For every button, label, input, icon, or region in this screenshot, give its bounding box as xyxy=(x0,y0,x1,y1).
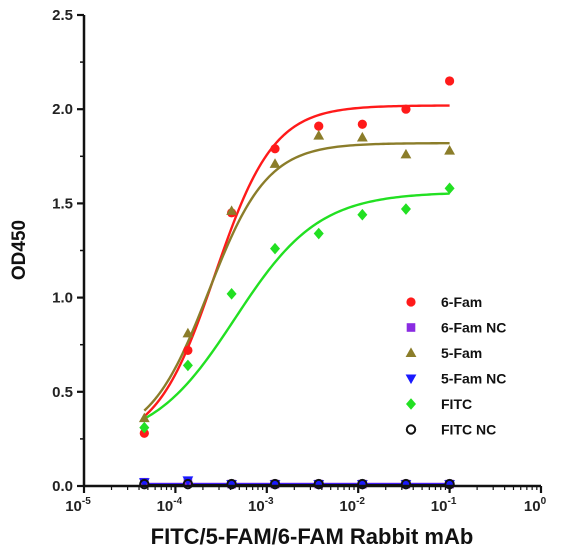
data-point-5-fam xyxy=(226,205,238,215)
y-tick-label: 2.5 xyxy=(52,7,73,24)
legend-label-fitc: FITC xyxy=(441,396,472,412)
data-point-fitc xyxy=(182,359,193,372)
legend-label-fitc-nc: FITC NC xyxy=(441,422,496,438)
legend-marker-5-fam-nc xyxy=(405,374,417,385)
data-points xyxy=(138,76,455,490)
y-axis-title: OD450 xyxy=(9,220,30,280)
x-tick-label: 100 xyxy=(524,496,547,515)
legend-marker-6-fam xyxy=(406,297,416,307)
fit-curve-6-fam xyxy=(143,104,450,418)
data-point-fitc-nc xyxy=(400,478,412,490)
data-point-6-fam xyxy=(270,144,280,154)
x-axis-title: FITC/5-FAM/6-FAM Rabbit mAb xyxy=(151,524,474,549)
y-tick-label: 0.0 xyxy=(52,478,73,495)
data-point-5-fam xyxy=(400,148,412,159)
y-ticks: 0.0 0.5 1.0 1.5 2.0 2.5 xyxy=(52,7,84,495)
data-point-fitc-nc xyxy=(226,478,237,490)
data-point-fitc xyxy=(270,242,281,255)
fit-curve-5-fam xyxy=(143,141,450,412)
data-point-5-fam xyxy=(444,145,455,155)
fit-curves xyxy=(143,104,450,420)
legend-label-5-fam-nc: 5-Fam NC xyxy=(441,371,506,387)
y-tick-label: 1.5 xyxy=(52,195,73,212)
legend-label-6-fam-nc: 6-Fam NC xyxy=(441,320,506,336)
axes xyxy=(82,15,541,488)
data-point-5-fam xyxy=(182,327,194,338)
data-point-6-fam xyxy=(357,119,367,129)
legend-marker-fitc xyxy=(406,398,416,410)
data-point-fitc-nc xyxy=(182,478,194,490)
y-tick-label: 2.0 xyxy=(52,101,73,118)
legend-label-6-fam: 6-Fam xyxy=(441,294,482,310)
data-point-fitc xyxy=(400,203,411,215)
x-tick-label: 10-4 xyxy=(157,496,183,515)
data-point-6-fam xyxy=(445,76,455,86)
y-tick-label: 0.5 xyxy=(52,384,73,401)
data-point-fitc xyxy=(226,288,237,300)
data-point-fitc xyxy=(444,182,455,195)
data-point-6-fam xyxy=(183,345,193,355)
data-point-fitc xyxy=(357,208,368,221)
data-point-fitc-nc xyxy=(357,478,368,490)
x-ticks: 10-5 10-4 10-3 10-2 10-1 100 xyxy=(65,486,547,515)
data-point-fitc-nc xyxy=(313,478,324,490)
data-point-fitc xyxy=(313,227,324,240)
x-tick-label: 10-5 xyxy=(65,496,91,515)
data-point-5-fam-nc xyxy=(182,476,194,486)
data-point-5-fam xyxy=(356,131,368,142)
data-point-6-fam xyxy=(401,104,411,114)
data-point-5-fam xyxy=(269,158,281,168)
legend-marker-fitc-nc xyxy=(405,424,417,435)
legend: 6-Fam 6-Fam NC 5-Fam 5-Fam NC FITC FITC NC xyxy=(405,294,506,438)
legend-marker-5-fam xyxy=(405,347,417,357)
fit-curve-fitc xyxy=(143,192,450,420)
x-tick-label: 10-2 xyxy=(339,496,365,515)
legend-label-5-fam: 5-Fam xyxy=(441,345,482,361)
x-tick-label: 10-1 xyxy=(431,496,457,515)
data-point-fitc xyxy=(139,421,150,434)
data-point-5-fam xyxy=(313,129,325,140)
data-point-fitc-nc xyxy=(139,478,150,490)
data-point-5-fam xyxy=(138,412,150,423)
legend-marker-6-fam-nc xyxy=(406,323,416,332)
x-tick-label: 10-3 xyxy=(248,496,274,515)
data-point-6-fam xyxy=(314,121,324,131)
data-point-fitc-nc xyxy=(269,478,281,490)
y-tick-label: 1.0 xyxy=(52,290,73,307)
